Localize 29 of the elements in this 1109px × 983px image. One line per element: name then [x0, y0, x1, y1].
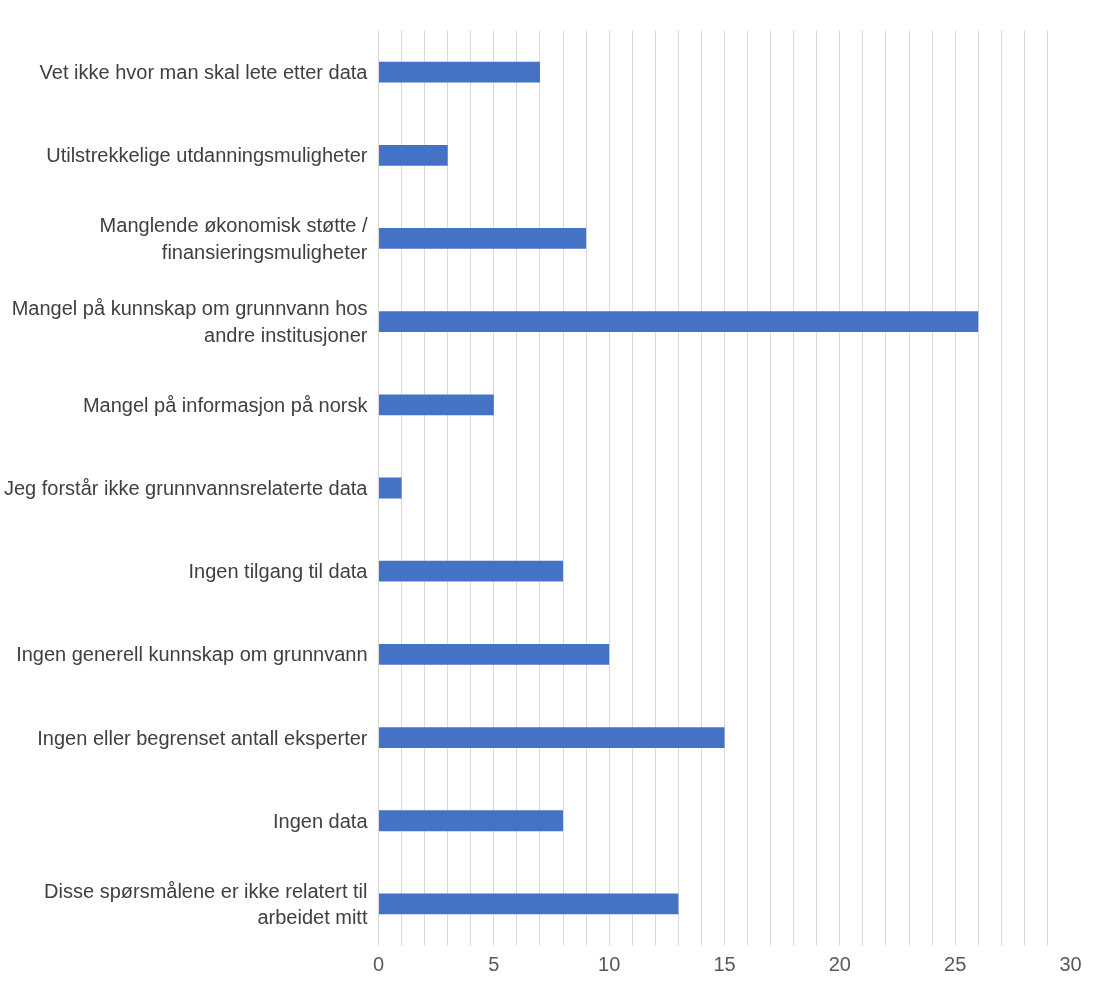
bar: [378, 61, 540, 83]
y-tick-label: Ingen tilgang til data: [188, 560, 369, 583]
x-tick-label: 15: [713, 952, 736, 975]
y-tick-label: Mangel på informasjon på norsk: [82, 393, 369, 416]
x-tick-label: 5: [488, 952, 500, 975]
y-tick-label: Jeg forstår ikke grunnvannsrelaterte data: [3, 477, 369, 499]
y-tick-label: Mangel på kunnskap om grunnvann hos andre institusjoner: [11, 297, 368, 346]
y-tick-label: Manglende økonomisk støtte / finansieringsmuligheter: [99, 214, 368, 263]
bar: [378, 394, 494, 416]
y-tick-label: Ingen data: [272, 809, 369, 832]
x-tick-label: 0: [372, 952, 385, 975]
y-tick-label: Utilstrekkelige utdanningsmuligheter: [46, 144, 368, 167]
x-tick-label: 25: [944, 952, 967, 975]
x-tick-label: 10: [598, 952, 621, 975]
bar: [378, 560, 564, 582]
x-tick-label: 30: [1059, 952, 1082, 975]
bar: [378, 727, 725, 748]
bar: [378, 144, 448, 166]
y-tick-label: Ingen generell kunnskap om grunnvann: [16, 643, 368, 666]
y-tick-label: Vet ikke hvor man skal lete etter data: [39, 61, 369, 84]
x-tick-label: 20: [828, 952, 851, 975]
y-tick-label: Disse spørsmålene er ikke relatert til arbeidet mitt: [44, 879, 368, 929]
bar: [378, 810, 564, 832]
bar: [378, 228, 587, 249]
y-tick-label: Ingen eller begrenset antall eksperter: [37, 726, 368, 749]
bar: [378, 311, 979, 333]
bar: [378, 893, 679, 915]
bar: [378, 477, 402, 499]
bar: [378, 643, 610, 665]
